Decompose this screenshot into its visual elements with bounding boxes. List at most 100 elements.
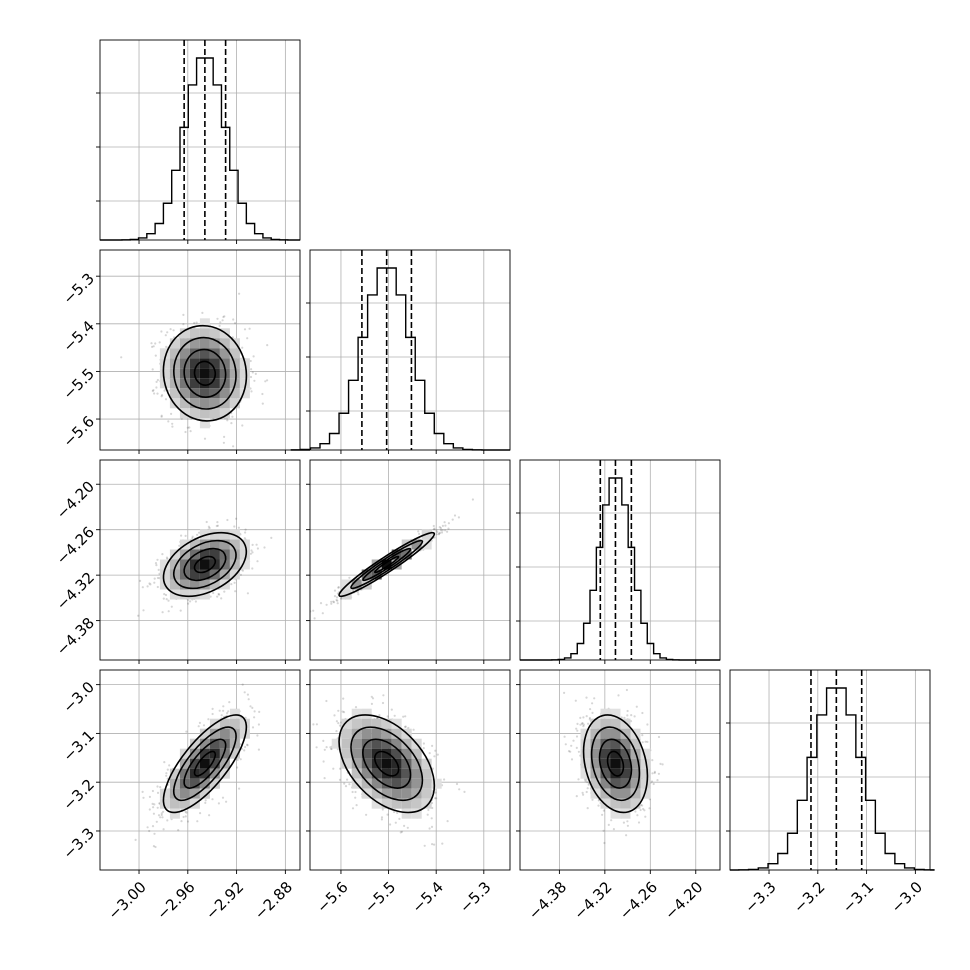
density-cell [209,338,220,349]
scatter-point [216,595,219,598]
x-tick-label: −2.96 [153,878,198,923]
y-tick-label: −5.5 [60,365,98,403]
scatter-point [435,529,438,532]
scatter-point [447,527,450,530]
scatter-point [211,798,214,801]
scatter-point [163,761,166,764]
scatter-point [312,609,315,612]
scatter-point [402,715,405,718]
scatter-point [651,772,654,775]
density-cell [219,529,230,540]
panel-frame [519,459,721,661]
density-cell [169,768,180,779]
scatter-panel-4-3 [516,669,721,874]
density-cell [610,768,621,779]
density-cell [371,768,382,779]
y-tick-label: −3.2 [60,775,98,813]
scatter-point [348,783,351,786]
scatter-point [246,744,249,747]
scatter-point [266,379,269,382]
scatter-point [161,553,164,556]
scatter-point [222,315,225,319]
density-cell [199,338,210,349]
scatter-point [222,709,225,712]
scatter-point [167,599,170,602]
density-cell [199,328,210,339]
panel-content [312,694,466,847]
density-cell [189,569,200,580]
scatter-point [428,827,431,830]
scatter-point [167,420,170,423]
scatter-point [623,716,626,719]
density-cell [179,768,190,779]
scatter-point [246,337,249,340]
scatter-point [381,808,384,811]
x-tick-label: −5.5 [361,878,399,916]
density-cell [199,738,210,749]
scatter-point [164,398,168,401]
density-cell [351,718,362,729]
density-cell [199,418,210,429]
scatter-point [233,581,236,584]
scatter-point [451,518,454,521]
density-cell [371,728,382,739]
scatter-point [602,809,605,812]
density-cell [209,398,220,409]
density-cell [600,768,611,779]
density-cell [219,338,230,349]
scatter-point [584,780,587,783]
scatter-point [207,718,210,721]
scatter-point [585,790,588,794]
density-cell [229,348,240,359]
scatter-point [184,430,187,434]
density-cell [620,738,631,749]
scatter-point [177,829,180,832]
density-cell [159,368,170,379]
density-cell [411,748,422,759]
scatter-point [355,804,358,807]
histogram-panel-4 [726,669,935,874]
contour-line [374,750,400,777]
scatter-point [399,831,402,834]
scatter-point [170,605,173,608]
density-cell [610,788,621,799]
scatter-point [351,807,355,810]
density-cell [351,579,362,590]
density-cell [199,398,210,409]
density-cell [209,378,220,389]
scatter-point [646,723,649,726]
scatter-point [217,592,220,596]
x-tick-label: −5.3 [456,878,494,916]
scatter-point [634,810,637,813]
scatter-point [161,816,164,819]
density-cell [229,388,240,399]
scatter-point [587,783,590,786]
scatter-point [217,802,220,805]
scatter-point [575,735,579,738]
scatter-point [589,708,592,711]
scatter-point [226,419,229,422]
density-cell [159,348,170,359]
density-cell [640,778,651,789]
scatter-point [579,716,582,719]
y-tick-label: −3.3 [60,824,98,862]
density-cell [179,348,190,359]
density-cell [189,748,200,759]
scatter-point [168,389,171,392]
scatter-point [246,743,249,746]
scatter-point [601,813,604,816]
scatter-point [586,807,589,810]
scatter-point [657,735,661,739]
density-cell [199,728,210,739]
scatter-point [216,521,219,524]
scatter-point [161,611,164,614]
density-cell [630,758,641,769]
scatter-point [471,498,474,501]
density-cell [239,388,250,399]
panel-content [120,292,269,448]
scatter-point [582,725,585,728]
histogram-series [290,267,510,451]
histogram-series [520,477,720,661]
scatter-point [218,709,221,712]
density-cell [630,778,641,789]
